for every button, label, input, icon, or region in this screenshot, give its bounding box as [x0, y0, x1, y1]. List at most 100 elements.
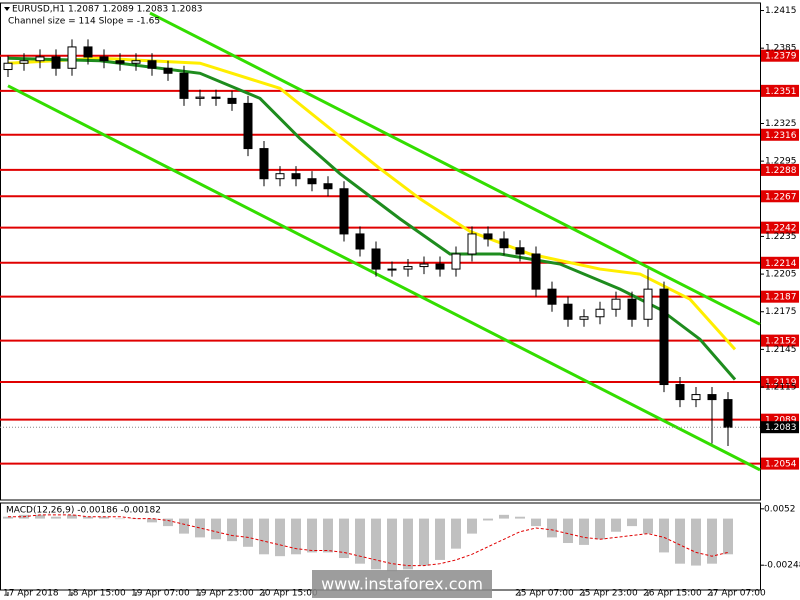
x-tick-label: 26 Apr 15:00: [643, 589, 702, 599]
plot-frame: [0, 2, 761, 501]
candle-body: [19, 60, 29, 64]
macd-bar: [419, 518, 429, 566]
macd-bar: [579, 518, 589, 545]
macd-bar: [515, 516, 525, 519]
candle-body: [643, 288, 653, 320]
candle-body: [323, 183, 333, 190]
macd-bar: [211, 518, 221, 540]
candle-body: [195, 96, 205, 99]
candle-body: [147, 60, 157, 69]
candle-body: [435, 263, 445, 270]
macd-bar: [243, 518, 253, 547]
x-tick-label: 25 Apr 07:00: [515, 589, 574, 599]
macd-bar: [83, 516, 93, 519]
macd-bar: [403, 518, 413, 570]
candle-body: [499, 238, 509, 249]
x-tick-label: 25 Apr 23:00: [579, 589, 638, 599]
level-label-box: [761, 376, 799, 389]
level-label: 1.2214: [765, 259, 797, 269]
macd-bar: [691, 518, 701, 566]
macd-bar: [355, 518, 365, 564]
candle-body: [515, 247, 525, 255]
candle-body: [355, 233, 365, 250]
macd-bar: [99, 516, 109, 519]
macd-bar: [35, 514, 45, 519]
candle-body: [131, 60, 141, 64]
candle-body: [211, 96, 221, 99]
level-label: 1.2351: [765, 87, 797, 97]
level-label: 1.2187: [765, 293, 797, 303]
x-tick-label: 20 Apr 15:00: [259, 589, 318, 599]
y-tick-label: 1.2325: [765, 119, 797, 129]
level-label-box: [761, 256, 799, 269]
y-tick-label: 1.2145: [765, 345, 797, 355]
macd-bar: [387, 518, 397, 572]
x-tick-label: 18 Apr 15:00: [67, 589, 126, 599]
macd-bar: [51, 516, 61, 519]
candle-body: [35, 56, 45, 62]
candle-body: [723, 399, 733, 428]
macd-bar: [67, 514, 77, 519]
macd-bar: [163, 518, 173, 527]
candle-body: [3, 62, 13, 71]
macd-bar: [563, 518, 573, 544]
macd-bar: [227, 518, 237, 542]
candle-body: [275, 173, 285, 180]
level-label-box: [761, 290, 799, 303]
candle-body: [675, 384, 685, 401]
macd-bar: [675, 518, 685, 564]
candle-body: [179, 72, 189, 99]
candle-body: [67, 46, 77, 69]
macd-bar: [595, 518, 605, 540]
y-tick-label: 1.2205: [765, 270, 797, 280]
x-tick-label: 19 Apr 23:00: [195, 589, 254, 599]
macd-bar: [707, 518, 717, 564]
overlay-line: [7, 84, 761, 472]
macd-bar: [179, 518, 189, 534]
macd-bar: [467, 518, 477, 534]
overlay-line: [7, 56, 737, 351]
macd-y-tick-label: -0.00248: [764, 561, 800, 571]
macd-bar: [195, 518, 205, 538]
macd-bar: [3, 516, 13, 519]
macd-bar: [307, 518, 317, 553]
macd-bar: [643, 518, 653, 534]
chart-title: EURUSD,H1 1.2087 1.2089 1.2083 1.2083: [12, 5, 203, 15]
x-tick-label: 27 Apr 07:00: [707, 589, 766, 599]
level-label-box: [761, 334, 799, 347]
x-tick-label: 17 Apr 2018: [3, 589, 59, 599]
candle-body: [387, 268, 397, 271]
current-price-label: 1.2083: [765, 423, 797, 433]
candle-body: [531, 253, 541, 290]
macd-bar: [451, 518, 461, 549]
level-label: 1.2379: [765, 52, 797, 62]
macd-bar: [339, 518, 349, 559]
level-label-box: [761, 457, 799, 470]
x-tick-label: 19 Apr 07:00: [131, 589, 190, 599]
y-tick-label: 1.2385: [765, 44, 797, 54]
candle-body: [691, 394, 701, 401]
level-label: 1.2288: [765, 166, 797, 176]
macd-bar: [115, 518, 125, 520]
overlay-line: [7, 56, 737, 381]
overlay-line: [149, 11, 761, 326]
candle-body: [227, 97, 237, 104]
y-tick-label: 1.2235: [765, 232, 797, 242]
level-label: 1.2089: [765, 416, 797, 426]
macd-bar: [483, 518, 493, 521]
macd-bar: [323, 518, 333, 553]
candle-body: [371, 248, 381, 270]
candle-body: [163, 67, 173, 74]
macd-bar: [275, 518, 285, 557]
chart-subtitle: Channel size = 114 Slope = -1.65: [8, 17, 160, 27]
macd-bar: [531, 518, 541, 527]
macd-bar: [371, 518, 381, 570]
candle-body: [547, 288, 557, 305]
candle-body: [243, 102, 253, 150]
macd-title: MACD(12,26,9) -0.00186 -0.00182: [6, 506, 161, 516]
level-label-box: [761, 49, 799, 62]
level-label-box: [761, 190, 799, 203]
candle-body: [51, 56, 61, 69]
macd-bar: [627, 518, 637, 527]
